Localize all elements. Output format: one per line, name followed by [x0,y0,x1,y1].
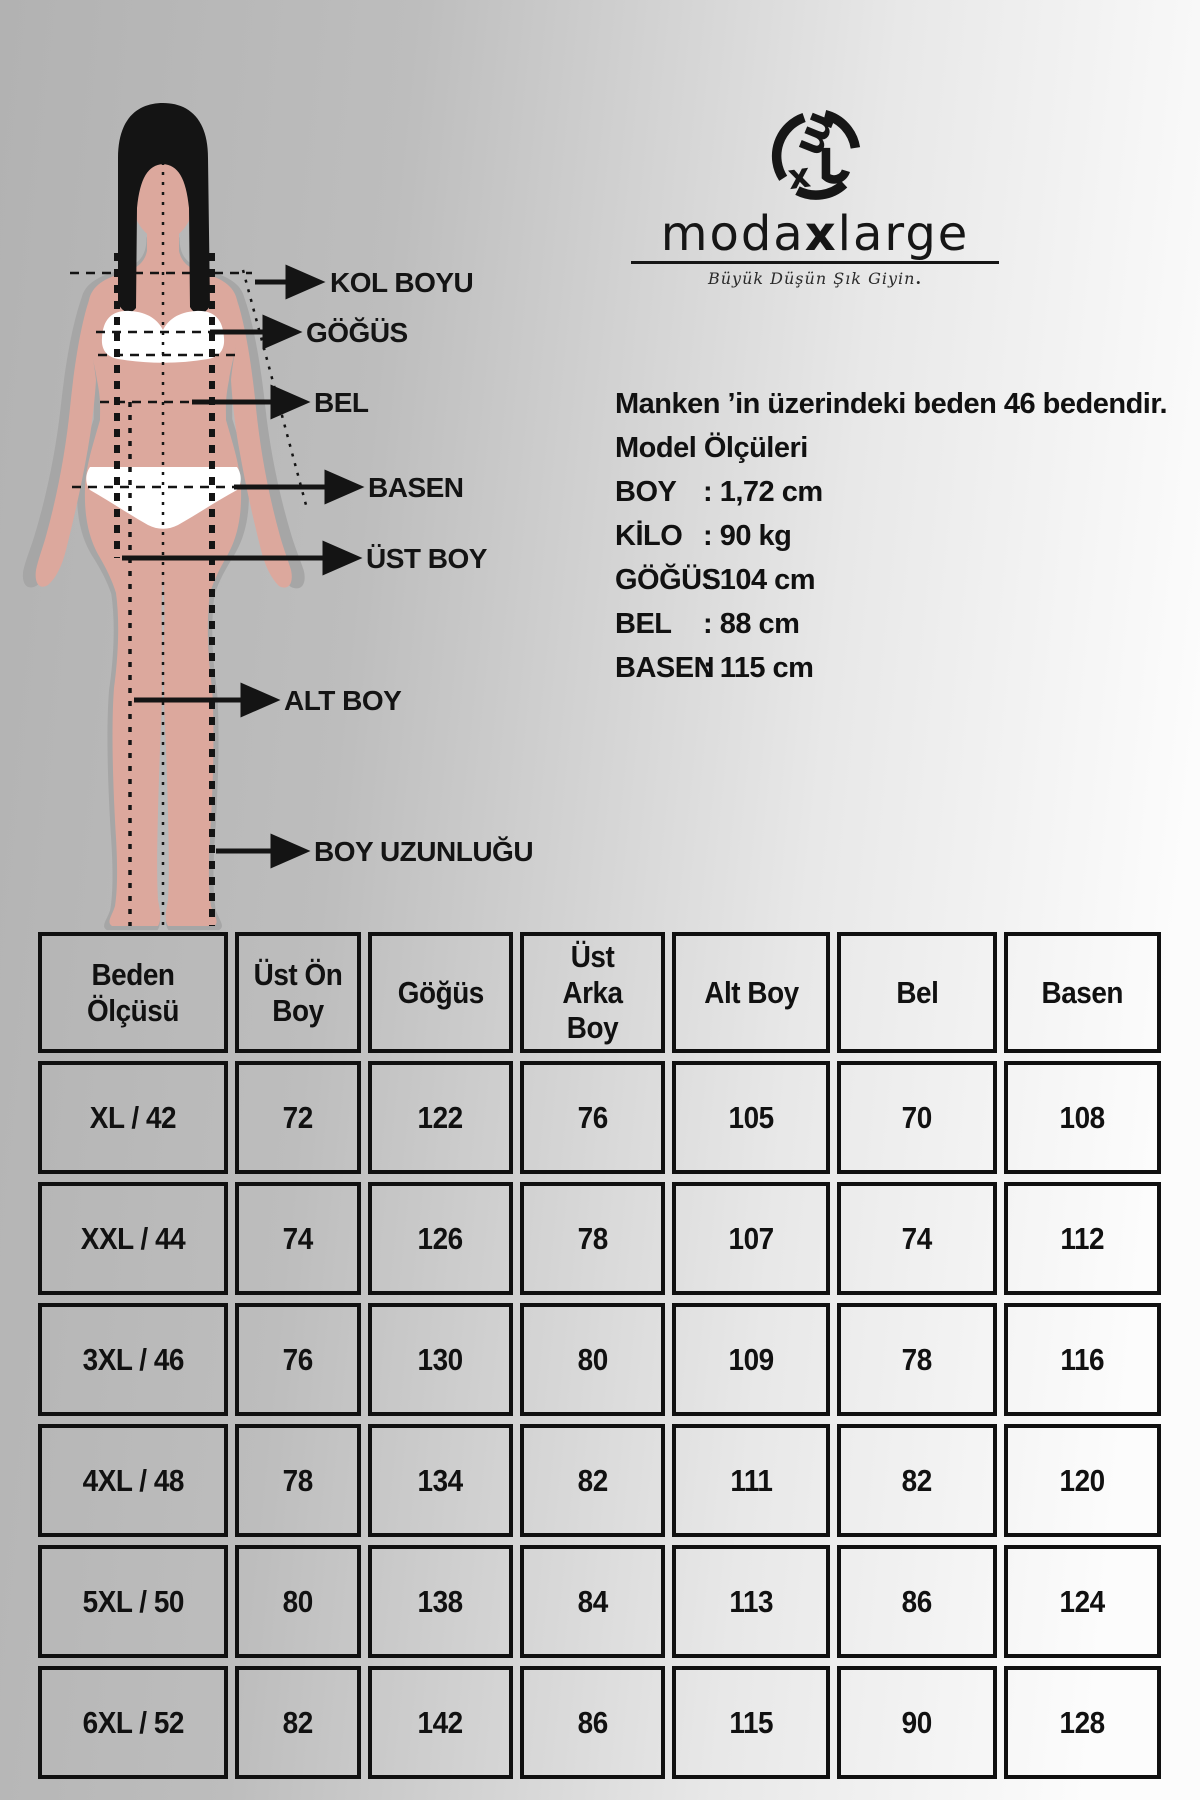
size-table-cell: 86 [837,1545,997,1658]
size-table-cell: 112 [1004,1182,1161,1295]
measurement-arrows [122,264,365,869]
size-table-cell: XL / 42 [38,1061,228,1174]
size-table-cell: 138 [368,1545,513,1658]
figure-bra [101,310,225,363]
model-measure-value: : 104 cm [703,564,816,596]
size-table-cell: 116 [1004,1303,1161,1416]
model-size-note-prefix: Manken ’in üzerindeki beden [615,388,1004,420]
size-table-cell: 130 [368,1303,513,1416]
monogram-letter-x: x [785,155,812,198]
size-table-cell: 82 [235,1666,361,1779]
wordmark-underline [631,261,999,265]
size-table-cell: 72 [235,1061,361,1174]
size-table-cell: 124 [1004,1545,1161,1658]
size-table-cell: 120 [1004,1424,1161,1537]
size-table-cell: 4XL / 48 [38,1424,228,1537]
model-measurement-row: BEL : 88 cm [615,602,1185,646]
size-table: Beden Ölçüsü Üst Ön Boy Göğüs Üst Arka B… [38,932,1161,1779]
model-measurement-row: BASEN : 115 cm [615,646,1185,690]
measurement-guide-lines [70,112,308,926]
model-size-note-suffix: bedendir. [1035,388,1168,420]
size-table-cell: 134 [368,1424,513,1537]
brand-logo: m x modaxlarge Büyük Düşün Şık Giyin. [585,108,1045,288]
size-table-cell: 78 [520,1182,665,1295]
size-table-cell: 126 [368,1182,513,1295]
size-table-header-cell: Üst Ön Boy [235,932,361,1053]
size-table-cell: 111 [672,1424,830,1537]
model-measurement-row: GÖĞÜS : 104 cm [615,558,1185,602]
size-table-cell: 113 [672,1545,830,1658]
size-table-cell: 74 [235,1182,361,1295]
figure-panty [86,467,241,529]
size-table-cell: 80 [520,1303,665,1416]
size-table-header-cell: Beden Ölçüsü [38,932,228,1053]
size-table-cell: 108 [1004,1061,1161,1174]
wordmark-moda: moda [660,206,805,262]
size-table-cell: 76 [235,1303,361,1416]
size-table-cell: 105 [672,1061,830,1174]
model-measurement-row: KİLO : 90 kg [615,514,1185,558]
wordmark-x: x [804,206,838,262]
measurement-label-boy-uzunlugu: BOY UZUNLUĞU [314,836,533,867]
mxl-monogram-icon: m x [771,108,860,200]
size-table-header-cell: Basen [1004,932,1161,1053]
size-table-header-cell: Bel [837,932,997,1053]
size-table-cell: 122 [368,1061,513,1174]
model-size-note: Manken ’in üzerindeki beden 46 bedendir. [615,382,1185,426]
model-measure-label: BOY [615,476,677,508]
measurement-label-basen: BASEN [368,472,464,503]
brand-tagline: Büyük Düşün Şık Giyin. [585,269,1045,288]
model-measure-label: GÖĞÜS [615,564,721,596]
size-table-cell: 109 [672,1303,830,1416]
size-table-cell: 128 [1004,1666,1161,1779]
size-table-cell: XXL / 44 [38,1182,228,1295]
model-measure-label: BEL [615,608,672,640]
size-table-cell: 78 [235,1424,361,1537]
size-table-cell: 78 [837,1303,997,1416]
model-measurements-title: Model Ölçüleri [615,432,808,464]
size-table-cell: 82 [837,1424,997,1537]
measurement-label-kol-boyu: KOL BOYU [330,267,473,298]
size-table-cell: 82 [520,1424,665,1537]
model-measure-value: : 90 kg [703,520,792,552]
model-measure-value: : 1,72 cm [703,476,823,508]
measurement-label-gogus: GÖĞÜS [306,317,408,348]
measurement-label-ust-boy: ÜST BOY [366,543,488,574]
size-table-cell: 80 [235,1545,361,1658]
size-table-cell: 76 [520,1061,665,1174]
size-table-cell: 3XL / 46 [38,1303,228,1416]
size-table-header-cell: Göğüs [368,932,513,1053]
size-table-cell: 86 [520,1666,665,1779]
tagline-text: Büyük Düşün Şık Giyin [707,269,916,289]
size-table-cell: 107 [672,1182,830,1295]
tagline-dot: . [915,269,923,289]
model-measure-label: BASEN [615,652,715,684]
size-table-cell: 5XL / 50 [38,1545,228,1658]
size-table-cell: 90 [837,1666,997,1779]
model-size-number: 46 [1003,388,1036,420]
figure-hair [118,103,210,314]
size-table-cell: 6XL / 52 [38,1666,228,1779]
size-table-header-cell: Alt Boy [672,932,830,1053]
wordmark-large: large [837,206,970,262]
model-measurement-row: BOY : 1,72 cm [615,470,1185,514]
measurement-label-alt-boy: ALT BOY [284,685,402,716]
size-table-cell: 70 [837,1061,997,1174]
model-measure-label: KİLO [615,520,683,552]
model-measure-value: : 88 cm [703,608,800,640]
size-table-cell: 115 [672,1666,830,1779]
size-table-header-cell: Üst Arka Boy [520,932,665,1053]
size-table-cell: 84 [520,1545,665,1658]
body-measurement-diagram: KOL BOYU GÖĞÜS BEL BASEN ÜST BOY ALT BOY… [22,103,534,931]
size-table-cell: 142 [368,1666,513,1779]
model-info: Manken ’in üzerindeki beden 46 bedendir.… [615,382,1185,690]
measurement-label-bel: BEL [314,387,369,418]
model-measure-value: : 115 cm [703,652,814,684]
brand-wordmark: modaxlarge [585,209,1045,259]
size-table-cell: 74 [837,1182,997,1295]
